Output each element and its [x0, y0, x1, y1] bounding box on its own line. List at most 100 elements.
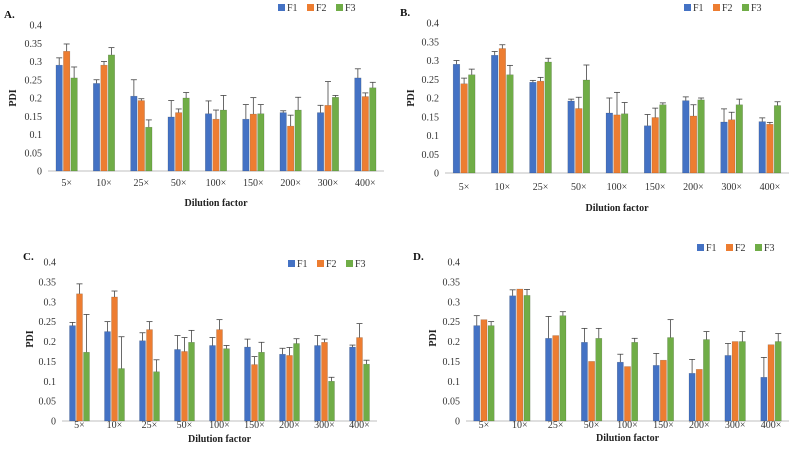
bar-f2: [536, 80, 545, 174]
bar-f2: [324, 105, 332, 172]
y-tick-label: 0.15: [25, 112, 43, 123]
bar-f2: [249, 113, 257, 172]
legend-label: F2: [735, 243, 746, 254]
y-axis-title: PDI: [25, 330, 36, 347]
bar-f1: [69, 325, 76, 422]
y-tick-label: 0.2: [44, 337, 57, 348]
y-tick-label: 0.2: [448, 337, 461, 348]
bar-f1: [473, 325, 481, 422]
bar-f1: [760, 377, 768, 422]
legend-label: F1: [693, 3, 704, 14]
y-tick-label: 0.35: [39, 277, 57, 288]
bar-f2: [689, 115, 698, 174]
legend-label: F1: [287, 3, 298, 14]
bar-f3: [188, 342, 195, 422]
bar-f3: [659, 104, 667, 174]
bar-f1: [242, 118, 250, 172]
category-label: 400×: [760, 182, 781, 193]
bar-f1: [317, 112, 325, 172]
bar-f1: [104, 331, 111, 422]
x-axis-title: Dilution factor: [184, 198, 248, 209]
legend: F1 F2 F3: [697, 243, 775, 254]
bar-f2: [766, 124, 774, 174]
bar-f1: [720, 121, 728, 174]
bar-f1: [349, 346, 356, 422]
y-tick-label: 0.15: [422, 112, 440, 123]
category-label: 5×: [459, 182, 470, 193]
bar-f1: [581, 342, 588, 422]
category-label: 10×: [512, 420, 528, 431]
category-label: 25×: [533, 182, 549, 193]
y-tick-label: 0: [37, 167, 42, 178]
legend-swatch-f3: [346, 260, 353, 267]
category-label: 25×: [142, 420, 158, 431]
y-tick-label: 0.1: [448, 377, 461, 388]
bar-f2: [516, 288, 524, 422]
bar-f3: [257, 113, 265, 172]
category-label: 100×: [206, 178, 227, 189]
bar-f1: [567, 100, 575, 174]
x-axis-title: Dilution factor: [188, 434, 252, 445]
bar-f2: [460, 83, 468, 174]
category-label: 200×: [280, 178, 301, 189]
bar-f1: [279, 353, 286, 422]
category-label: 400×: [355, 178, 376, 189]
legend: F1 F2 F3: [684, 3, 762, 14]
chart-panel-3: C. 0 0.05 0.1 0.15 0.2 0.25 0.3 0.35 0.4 PDI Diluti…: [23, 251, 377, 445]
bar-f2: [767, 344, 775, 422]
legend: F1 F2 F3: [288, 259, 366, 270]
bar-f2: [175, 112, 183, 172]
category-label: 150×: [645, 182, 666, 193]
bar-f1: [652, 365, 660, 422]
y-tick-label: 0.35: [443, 277, 461, 288]
bar-f3: [294, 109, 302, 172]
bar-f2: [624, 366, 631, 422]
category-label: 400×: [761, 420, 782, 431]
category-label: 25×: [548, 420, 564, 431]
y-tick-label: 0: [455, 417, 460, 428]
category-label: 300×: [721, 182, 742, 193]
bar-f2: [480, 319, 488, 422]
bar-f1: [509, 295, 516, 422]
bar-f1: [167, 116, 175, 172]
chart-panel-2: B. 0 0.05 0.1 0.15 0.2 0.25 0.3 0.35 0.4 PDI Diluti…: [400, 3, 789, 214]
bar-f1: [545, 338, 552, 422]
bar-f2: [76, 293, 83, 422]
bar-f1: [139, 340, 146, 422]
legend-swatch-f2: [713, 4, 720, 11]
bar-f2: [695, 369, 703, 422]
legend-label: F2: [722, 3, 733, 14]
bar-f1: [724, 355, 732, 422]
bar-f1: [491, 55, 499, 174]
bar-f3: [219, 109, 227, 172]
bar-f2: [63, 51, 71, 172]
bar-f2: [286, 355, 293, 422]
y-tick-label: 0.25: [25, 75, 43, 86]
y-tick-label: 0.05: [39, 397, 57, 408]
bar-f1: [529, 82, 537, 174]
bar-f3: [523, 295, 531, 422]
y-tick-label: 0.2: [30, 94, 43, 105]
panel-label: A.: [4, 9, 15, 21]
bar-f2: [251, 364, 258, 422]
category-label: 300×: [318, 178, 339, 189]
category-label: 150×: [653, 420, 674, 431]
bar-f1: [682, 100, 690, 174]
bar-f3: [621, 113, 629, 174]
category-label: 50×: [177, 420, 193, 431]
y-axis-title: PDI: [8, 89, 19, 106]
bar-f2: [181, 351, 188, 422]
bar-f1: [205, 113, 213, 172]
bar-f3: [487, 325, 495, 422]
y-tick-label: 0.05: [443, 397, 461, 408]
y-tick-label: 0.3: [448, 297, 461, 308]
legend-swatch-f3: [336, 4, 343, 11]
category-label: 300×: [314, 420, 335, 431]
bar-f3: [145, 126, 153, 172]
category-label: 400×: [349, 420, 370, 431]
bar-f2: [111, 296, 118, 422]
bar-f3: [328, 381, 335, 422]
y-axis-title: PDI: [428, 329, 439, 346]
x-axis-title: Dilution factor: [585, 203, 649, 214]
bar-f3: [739, 341, 746, 422]
